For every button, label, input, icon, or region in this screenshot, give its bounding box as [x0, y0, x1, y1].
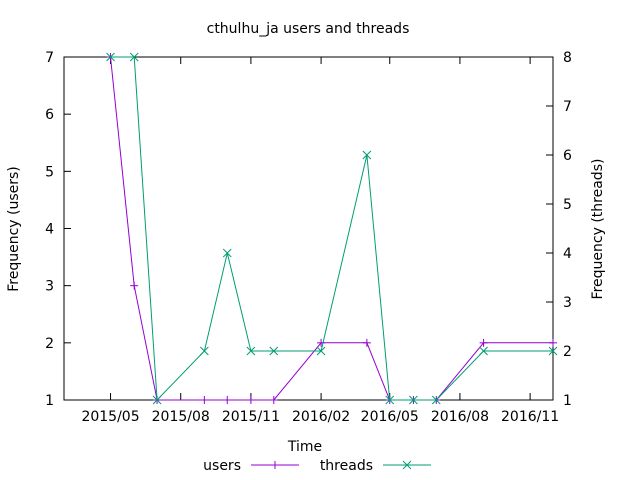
y-right-tick-label: 2	[563, 344, 572, 360]
x-tick-label: 2015/05	[81, 409, 139, 425]
y-right-tick-label: 1	[563, 393, 572, 409]
threads-data-point	[106, 52, 115, 62]
users-data-point	[269, 396, 278, 404]
y-axis-label-right: Frequency (threads)	[590, 159, 606, 300]
threads-data-point	[479, 346, 488, 356]
threads-data-point	[152, 395, 162, 405]
threads-data-point	[548, 346, 558, 356]
x-tick-label: 2015/11	[222, 409, 280, 425]
users-data-point	[479, 338, 488, 347]
legend: users threads	[203, 458, 431, 474]
threads-data-point	[200, 346, 209, 356]
y-right-tick-label: 7	[563, 99, 572, 115]
legend-label-users: users	[203, 458, 241, 474]
legend-marker-threads	[402, 460, 412, 470]
series-group	[106, 52, 558, 405]
threads-data-point	[316, 346, 326, 356]
y-right-tick-label: 4	[563, 246, 572, 262]
threads-data-point	[222, 248, 232, 258]
y-left-tick-label: 3	[45, 279, 54, 295]
users-data-point	[200, 396, 209, 404]
threads-data-point	[246, 346, 256, 356]
axes-group: 1 2 3 4 5 6 7 1 2 3 4 5 6 7 8 2015/05 2015/08 2015/11 2016…	[45, 50, 572, 425]
x-tick-label: 2016/02	[292, 409, 350, 425]
threads-data-point	[362, 150, 372, 160]
threads-data-point	[269, 346, 279, 356]
users-data-point	[317, 338, 326, 347]
threads-data-point	[431, 395, 441, 405]
legend-label-threads: threads	[320, 458, 373, 474]
y-left-tick-label: 6	[45, 107, 54, 123]
x-tick-label: 2015/08	[152, 409, 210, 425]
x-tick-label: 2016/05	[361, 409, 419, 425]
y-right-tick-label: 8	[563, 50, 572, 66]
y-left-tick-label: 7	[45, 50, 54, 66]
users-data-point	[246, 396, 255, 404]
users-data-point	[130, 281, 139, 290]
threads-data-point	[385, 395, 395, 405]
threads-data-point	[129, 52, 139, 62]
chart-title: cthulhu_ja users and threads	[207, 21, 410, 37]
y-axis-label-left: Frequency (users)	[6, 166, 22, 292]
users-data-point	[549, 338, 557, 347]
y-right-tick-label: 6	[563, 148, 572, 164]
legend-marker-users	[271, 461, 279, 469]
x-tick-label: 2016/08	[431, 409, 489, 425]
y-left-tick-label: 1	[45, 393, 54, 409]
y-right-tick-label: 3	[563, 295, 572, 311]
users-data-point	[223, 396, 232, 404]
users-data-point	[362, 338, 371, 347]
threads-series-line	[110, 56, 553, 402]
y-right-tick-label: 5	[563, 197, 572, 213]
x-tick-label: 2016/11	[501, 409, 559, 425]
y-left-tick-label: 5	[45, 164, 54, 180]
x-axis-label: Time	[287, 439, 322, 455]
y-left-tick-label: 4	[45, 222, 54, 238]
y-left-tick-label: 2	[45, 336, 54, 352]
threads-data-point	[409, 395, 418, 405]
